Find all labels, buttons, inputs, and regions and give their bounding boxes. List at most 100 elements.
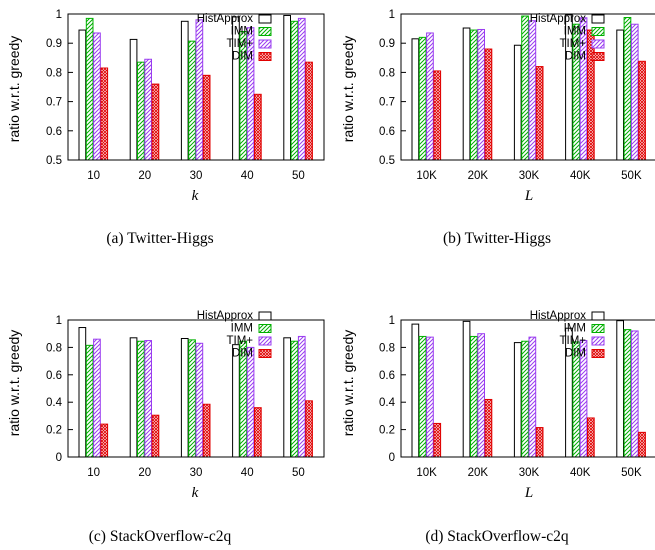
x-axis-label: L (524, 188, 533, 204)
y-axis-label: ratio w.r.t. greedy (340, 330, 356, 437)
y-tick-label: 0.2 (379, 425, 395, 437)
bar-tim-10 (93, 338, 101, 458)
x-tick-label: 10K (416, 467, 437, 479)
legend-label: HistApprox (530, 310, 586, 322)
legend-label: TIM+ (226, 38, 253, 50)
y-tick-label: 0.6 (379, 126, 395, 138)
panel-caption: (d) StackOverflow-c2q (425, 528, 569, 545)
bar-tim-20k (477, 28, 485, 161)
bar-dim-50 (305, 61, 313, 161)
y-tick-label: 0.4 (46, 397, 63, 409)
bar-histapprox-50 (283, 337, 291, 458)
x-tick-label: 10K (416, 170, 437, 182)
bar-imm-20 (137, 340, 145, 458)
bar-tim-10 (93, 32, 101, 161)
x-tick-label: 30 (190, 467, 203, 479)
y-tick-label: 1 (389, 9, 395, 21)
legend-swatch (591, 14, 605, 24)
bar-dim-20k (484, 48, 493, 161)
bar-imm-50 (290, 340, 299, 458)
legend-swatch (591, 39, 605, 49)
plot-frame (67, 13, 325, 161)
bar-tim-30 (195, 342, 204, 458)
x-tick-label: 40K (570, 467, 591, 479)
bar-histapprox-20 (129, 337, 138, 458)
y-tick-label: 1 (56, 9, 62, 21)
legend-swatch (591, 311, 605, 321)
legend-label: IMM (231, 26, 253, 38)
bar-imm-20k (470, 29, 478, 161)
legend-swatch (258, 27, 272, 36)
x-axis-label: k (192, 485, 199, 501)
bar-histapprox-10k (411, 323, 420, 458)
y-tick-label: 1 (56, 315, 62, 327)
bar-tim-10k (426, 32, 434, 161)
legend-label: DIM (232, 51, 253, 63)
x-tick-label: 30K (519, 170, 540, 182)
bar-dim-30 (202, 74, 211, 161)
bar-tim-40 (246, 346, 255, 458)
chart-panel-a: ratio w.r.t. greedy 0.5 0.6 0.7 0.8 0.9 1 10 2… (6, 9, 325, 247)
legend-label: HistApprox (197, 310, 253, 322)
bar-dim-40 (254, 407, 262, 458)
y-ticks: 0.5 0.6 0.7 0.8 0.9 1 (379, 9, 406, 167)
bar-dim-20 (151, 414, 160, 458)
bar-histapprox-50k (616, 29, 624, 161)
y-tick-label: 0.8 (379, 67, 395, 79)
x-tick-label: 40 (241, 467, 254, 479)
x-tick-label: 10 (87, 170, 100, 182)
legend-swatch (591, 324, 605, 333)
panel-caption: (c) StackOverflow-c2q (89, 528, 232, 545)
y-tick-label: 0.6 (46, 370, 62, 382)
bar-imm-30k (521, 340, 529, 458)
bar-tim-30k (528, 336, 537, 458)
y-tick-label: 0.2 (46, 425, 62, 437)
y-tick-label: 0.8 (379, 342, 395, 354)
plot-frame (67, 319, 325, 458)
bar-histapprox-30k (513, 342, 522, 458)
bar-dim-30k (535, 66, 544, 161)
bar-imm-10 (85, 344, 94, 458)
bar-dim-40k (587, 29, 595, 161)
y-axis-label: ratio w.r.t. greedy (6, 36, 22, 143)
bar-imm-30 (188, 40, 196, 161)
y-tick-label: 0.7 (379, 97, 395, 109)
bar-tim-20 (144, 340, 153, 458)
x-ticks: 10 20 30 40 50 (87, 156, 305, 182)
bars (78, 327, 313, 458)
bar-histapprox-30 (180, 337, 189, 458)
bar-dim-20k (484, 398, 493, 458)
legend-label: DIM (232, 348, 253, 360)
y-tick-label: 0.9 (379, 38, 395, 50)
y-axis-label: ratio w.r.t. greedy (6, 330, 22, 437)
legend-swatch (258, 311, 272, 321)
legend-label: TIM+ (559, 335, 586, 347)
bar-imm-10 (85, 17, 94, 161)
y-tick-label: 0.7 (46, 97, 62, 109)
x-tick-label: 30K (519, 467, 540, 479)
bar-imm-10k (418, 36, 427, 161)
bar-dim-10 (100, 67, 109, 161)
y-ticks: 0 0.2 0.4 0.6 0.8 1 (379, 315, 406, 464)
x-ticks: 10K 20K 30K 40K 50K (416, 156, 642, 182)
x-tick-label: 20K (468, 170, 489, 182)
x-tick-label: 40 (241, 170, 254, 182)
legend-swatch (591, 52, 605, 61)
bar-histapprox-30 (180, 20, 189, 161)
legend-swatch (258, 349, 272, 358)
bar-histapprox-20k (462, 320, 471, 458)
bar-dim-10 (100, 423, 109, 458)
x-tick-label: 20K (468, 467, 489, 479)
y-ticks: 0.5 0.6 0.7 0.8 0.9 1 (46, 9, 73, 167)
bar-dim-20 (151, 83, 160, 161)
bar-dim-40k (587, 417, 595, 458)
bar-tim-30 (195, 19, 204, 161)
bar-tim-30k (528, 20, 537, 161)
bar-dim-30k (535, 427, 544, 458)
legend-label: DIM (565, 51, 586, 63)
legend-label: TIM+ (559, 38, 586, 50)
bars (411, 14, 646, 161)
y-tick-label: 1 (389, 315, 395, 327)
